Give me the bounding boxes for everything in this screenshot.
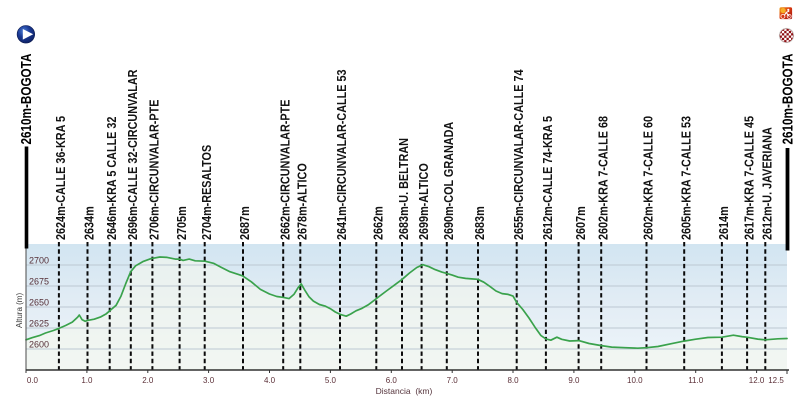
svg-text:2610m-BOGOTA: 2610m-BOGOTA — [18, 53, 34, 144]
svg-text:2662m-CIRCUNVALAR-PTE: 2662m-CIRCUNVALAR-PTE — [277, 100, 292, 240]
svg-text:2602m-KRA 7-CALLE 60: 2602m-KRA 7-CALLE 60 — [641, 116, 656, 240]
svg-text:2634m: 2634m — [82, 206, 97, 240]
svg-text:2612m-U. JAVERIANA: 2612m-U. JAVERIANA — [759, 127, 774, 240]
svg-text:6.0: 6.0 — [386, 376, 398, 385]
svg-text:9.0: 9.0 — [568, 376, 580, 385]
svg-text:2706m-CIRCUNVALAR-PTE: 2706m-CIRCUNVALAR-PTE — [147, 100, 162, 240]
svg-text:2683m-U. BELTRAN: 2683m-U. BELTRAN — [396, 138, 411, 240]
svg-text:2675: 2675 — [29, 277, 49, 287]
svg-text:3.0: 3.0 — [203, 376, 215, 385]
svg-text:1.0: 1.0 — [81, 376, 93, 385]
svg-text:2678m-ALTICO: 2678m-ALTICO — [294, 163, 309, 240]
svg-text:Distancia (km): Distancia (km) — [376, 386, 433, 396]
svg-text:2699m-ALTICO: 2699m-ALTICO — [416, 163, 431, 240]
svg-text:2600: 2600 — [29, 340, 49, 350]
svg-text:2610m-BOGOTA: 2610m-BOGOTA — [779, 53, 795, 144]
svg-text:2.0: 2.0 — [142, 376, 154, 385]
svg-text:2690m-COL GRANADA: 2690m-COL GRANADA — [441, 122, 456, 240]
svg-text:2607m: 2607m — [573, 206, 588, 240]
svg-text:11.0: 11.0 — [688, 376, 704, 385]
svg-text:2655m-CIRCUNVALAR-CALLE 74: 2655m-CIRCUNVALAR-CALLE 74 — [511, 69, 526, 240]
svg-text:4.0: 4.0 — [264, 376, 276, 385]
svg-text:8.0: 8.0 — [507, 376, 519, 385]
svg-text:7.0: 7.0 — [447, 376, 459, 385]
svg-text:2650: 2650 — [29, 298, 49, 308]
svg-text:2704m-RESALTOS: 2704m-RESALTOS — [199, 145, 214, 240]
svg-text:2705m: 2705m — [174, 206, 189, 240]
svg-text:2624m-CALLE 36-KRA 5: 2624m-CALLE 36-KRA 5 — [53, 116, 68, 240]
svg-text:2614m: 2614m — [716, 206, 731, 240]
svg-text:2602m-KRA 7-CALLE 68: 2602m-KRA 7-CALLE 68 — [595, 116, 610, 240]
svg-text:Altura (m): Altura (m) — [15, 293, 24, 328]
svg-text:10.0: 10.0 — [627, 376, 643, 385]
svg-text:2687m: 2687m — [237, 206, 252, 240]
svg-text:5.0: 5.0 — [325, 376, 337, 385]
svg-text:2683m: 2683m — [472, 206, 487, 240]
svg-text:2700: 2700 — [29, 256, 49, 266]
svg-text:2646m-KRA 5 CALLE 32: 2646m-KRA 5 CALLE 32 — [104, 116, 119, 240]
svg-text:2662m: 2662m — [370, 206, 385, 240]
svg-text:12.5: 12.5 — [768, 376, 784, 385]
svg-text:2617m-KRA 7-CALLE 45: 2617m-KRA 7-CALLE 45 — [741, 116, 756, 240]
svg-text:2625: 2625 — [29, 319, 49, 329]
svg-text:12.0: 12.0 — [749, 376, 765, 385]
svg-text:2641m-CIRCUNVALAR-CALLE 53: 2641m-CIRCUNVALAR-CALLE 53 — [334, 69, 349, 240]
svg-text:0.0: 0.0 — [27, 376, 39, 385]
svg-text:2612m-CALLE 74-KRA 5: 2612m-CALLE 74-KRA 5 — [540, 116, 555, 240]
svg-text:2696m-CALLE 32-CIRCUNVALAR: 2696m-CALLE 32-CIRCUNVALAR — [125, 69, 140, 240]
svg-text:2605m-KRA 7-CALLE 53: 2605m-KRA 7-CALLE 53 — [678, 116, 693, 240]
